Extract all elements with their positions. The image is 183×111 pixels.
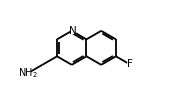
Text: N: N bbox=[69, 26, 77, 36]
Circle shape bbox=[71, 28, 76, 34]
Text: NH$_2$: NH$_2$ bbox=[18, 66, 38, 80]
Circle shape bbox=[24, 70, 31, 77]
Circle shape bbox=[128, 61, 132, 66]
Text: F: F bbox=[127, 58, 133, 69]
